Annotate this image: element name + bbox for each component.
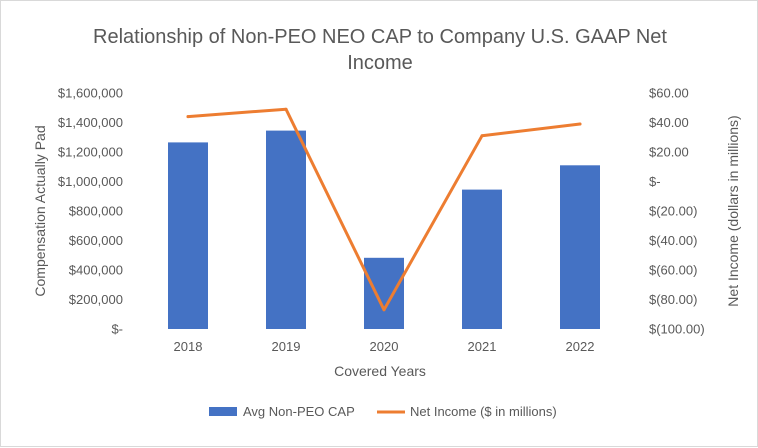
left-tick-label: $1,400,000 (58, 115, 123, 130)
legend-label-line: Net Income ($ in millions) (410, 404, 557, 419)
right-tick-label: $(80.00) (649, 292, 697, 307)
right-axis-ticks: $(100.00) $(80.00) $(60.00) $(40.00) $(20.00… (649, 86, 705, 337)
x-tick-label: 2019 (272, 339, 301, 354)
legend-label-bar: Avg Non-PEO CAP (243, 404, 355, 419)
bar-2018 (168, 142, 208, 329)
bar-series (168, 130, 600, 329)
chart-title-line-2: Income (347, 52, 413, 74)
bar-2022 (560, 165, 600, 329)
chart-title-line-1: Relationship of Non-PEO NEO CAP to Compa… (93, 26, 667, 48)
right-tick-label: $(40.00) (649, 233, 697, 248)
left-tick-label: $1,200,000 (58, 145, 123, 160)
left-tick-label: $- (111, 322, 123, 337)
line-series (186, 107, 582, 312)
right-tick-label: $(60.00) (649, 263, 697, 278)
x-axis-ticks: 2018 2019 2020 2021 2022 (174, 339, 595, 354)
line-point-2018 (186, 115, 190, 119)
left-tick-label: $400,000 (69, 263, 123, 278)
legend: Avg Non-PEO CAP Net Income ($ in million… (209, 404, 557, 419)
left-tick-label: $800,000 (69, 204, 123, 219)
line-point-2019 (284, 107, 288, 111)
right-tick-label: $- (649, 174, 661, 189)
line-point-2022 (578, 122, 582, 126)
x-tick-label: 2022 (566, 339, 595, 354)
right-tick-label: $(20.00) (649, 204, 697, 219)
left-axis-title: Compensation Actually Pad (32, 125, 48, 296)
left-tick-label: $600,000 (69, 233, 123, 248)
right-tick-label: $40.00 (649, 115, 689, 130)
left-axis-ticks: $- $200,000 $400,000 $600,000 $800,000 $1,000… (58, 86, 123, 337)
bar-2020 (364, 257, 404, 329)
x-axis-title: Covered Years (334, 363, 426, 379)
x-tick-label: 2020 (370, 339, 399, 354)
left-tick-label: $1,000,000 (58, 174, 123, 189)
right-axis-title: Net Income (dollars in millions) (725, 115, 741, 306)
line-point-2020 (382, 308, 386, 312)
right-tick-label: $(100.00) (649, 322, 705, 337)
left-tick-label: $1,600,000 (58, 86, 123, 101)
x-tick-label: 2018 (174, 339, 203, 354)
x-tick-label: 2021 (468, 339, 497, 354)
right-tick-label: $20.00 (649, 145, 689, 160)
right-tick-label: $60.00 (649, 86, 689, 101)
bar-2019 (266, 130, 306, 329)
left-tick-label: $200,000 (69, 292, 123, 307)
bar-2021 (462, 189, 502, 329)
line-point-2021 (480, 134, 484, 138)
legend-swatch-bar (209, 407, 237, 416)
